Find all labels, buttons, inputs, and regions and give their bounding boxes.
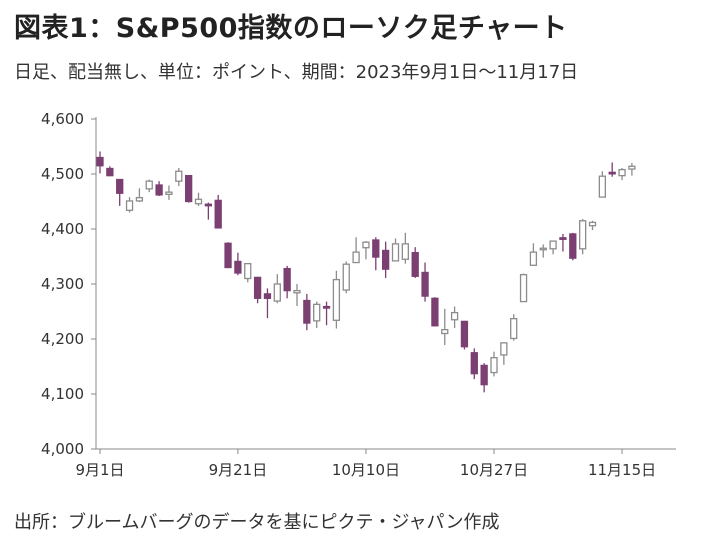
- candle-up: [588, 221, 597, 227]
- candle-up: [273, 283, 281, 302]
- candle-down: [421, 271, 429, 297]
- candle-up: [519, 273, 528, 303]
- y-tick-label: 4,300: [41, 275, 84, 293]
- candle-up: [539, 247, 547, 251]
- candle-up: [391, 243, 400, 262]
- candle-up: [362, 241, 370, 249]
- candle-up: [549, 240, 557, 250]
- candle-up: [500, 342, 508, 356]
- candle-up: [125, 200, 134, 211]
- y-tick-label: 4,600: [41, 110, 84, 128]
- candle-up: [244, 262, 252, 280]
- y-tick-label: 4,500: [41, 165, 84, 183]
- candle-down: [608, 171, 616, 175]
- x-tick-label: 9月1日: [75, 461, 124, 479]
- candle-up: [352, 251, 360, 264]
- candle-down: [559, 237, 567, 240]
- candle-down: [431, 297, 439, 327]
- candle-down: [214, 199, 222, 229]
- candle-up: [510, 317, 518, 340]
- candle-down: [470, 352, 478, 375]
- candle-down: [283, 267, 291, 292]
- candle-up: [490, 357, 498, 374]
- candle-down: [322, 305, 331, 309]
- candle-up: [441, 328, 449, 335]
- candle-up: [135, 196, 144, 202]
- candle-down: [381, 249, 390, 270]
- candle-down: [253, 276, 262, 299]
- y-tick-label: 4,400: [41, 220, 84, 238]
- candle-down: [372, 239, 380, 258]
- y-tick-label: 4,100: [41, 385, 84, 403]
- candle-up: [529, 251, 538, 266]
- x-tick-label: 10月10日: [332, 461, 400, 479]
- candle-up: [165, 191, 173, 195]
- candle-down: [204, 203, 213, 207]
- candle-up: [401, 243, 410, 260]
- candle-down: [411, 251, 419, 277]
- candle-up: [145, 180, 153, 190]
- candle-up: [293, 289, 301, 294]
- y-tick-label: 4,000: [41, 440, 84, 458]
- candle-up: [628, 165, 636, 170]
- candle-up: [579, 220, 587, 250]
- x-tick-label: 11月15日: [588, 461, 656, 479]
- source-note: 出所：ブルームバーグのデータを基にピクテ・ジャパン作成: [14, 512, 500, 533]
- candle-up: [175, 170, 183, 182]
- candle-up: [450, 311, 459, 321]
- candle-up: [332, 278, 341, 321]
- y-tick-label: 4,200: [41, 330, 84, 348]
- tick-labels: 4,000 4,100 4,200 4,300 4,400 4,500 4,600 9月1日 9…: [41, 110, 656, 479]
- candle-down: [460, 320, 469, 348]
- candle-up: [194, 198, 203, 205]
- candle-up: [342, 263, 350, 291]
- candle-up: [618, 168, 626, 177]
- candle-down: [480, 364, 488, 386]
- chart-subtitle: 日足、配当無し、単位：ポイント、期間：2023年9月1日～11月17日: [14, 62, 579, 83]
- candle-down: [224, 242, 232, 269]
- candle-down: [303, 299, 311, 324]
- candle-wicks: [99, 151, 633, 393]
- x-tick-label: 9月21日: [209, 461, 268, 479]
- candle-bodies: [96, 156, 636, 386]
- chart-axes: [91, 117, 676, 454]
- candle-up: [598, 175, 606, 198]
- x-tick-label: 10月27日: [460, 461, 528, 479]
- candle-down: [569, 233, 577, 259]
- chart-title: 図表1：S&P500指数のローソク足チャート: [14, 13, 568, 44]
- candle-down: [116, 178, 124, 194]
- candle-down: [96, 156, 104, 167]
- candle-down: [155, 184, 163, 196]
- candle-down: [263, 293, 272, 299]
- candle-down: [106, 167, 114, 177]
- candle-up: [313, 303, 321, 322]
- candle-down: [234, 260, 242, 274]
- candle-down: [184, 174, 193, 203]
